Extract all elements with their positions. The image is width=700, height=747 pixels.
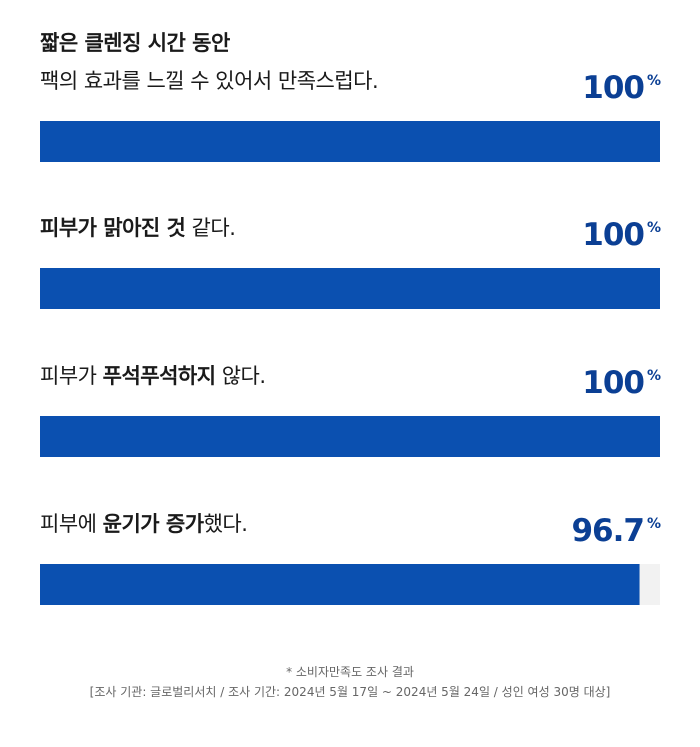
bar: [40, 268, 660, 309]
footnote: [조사 기관: 글로벌리서치 / 조사 기간: 2024년 5월 17일 ~ 2…: [90, 685, 611, 699]
category-label: 피부에 윤기가 증가했다.: [40, 512, 247, 536]
category-label: 짧은 클렌징 시간 동안: [40, 31, 230, 55]
bar: [40, 564, 640, 605]
label-segment: 피부가: [40, 364, 103, 388]
label-segment: 않다.: [216, 364, 266, 388]
value-label: 100%: [582, 217, 661, 253]
bar: [40, 121, 660, 162]
label-segment: 짧은 클렌징 시간 동안: [40, 31, 230, 55]
value-label: 100%: [582, 70, 661, 106]
label-segment: 같다.: [185, 216, 235, 240]
label-segment: 푸석푸석하지: [103, 364, 216, 388]
value-label: 96.7%: [571, 513, 661, 549]
label-segment: 윤기가 증가: [103, 512, 205, 536]
label-segment: 피부에: [40, 512, 103, 536]
category-label: 팩의 효과를 느낄 수 있어서 만족스럽다.: [40, 69, 378, 93]
label-segment: 팩의 효과를 느낄 수 있어서 만족스럽다.: [40, 69, 378, 93]
label-segment: 피부가 맑아진 것: [40, 216, 186, 240]
bar: [40, 416, 660, 457]
footnote: * 소비자만족도 조사 결과: [286, 665, 414, 679]
value-label: 100%: [582, 365, 661, 401]
label-segment: 했다.: [204, 512, 248, 536]
category-label: 피부가 푸석푸석하지 않다.: [40, 364, 266, 388]
category-label: 피부가 맑아진 것 같다.: [40, 216, 235, 240]
